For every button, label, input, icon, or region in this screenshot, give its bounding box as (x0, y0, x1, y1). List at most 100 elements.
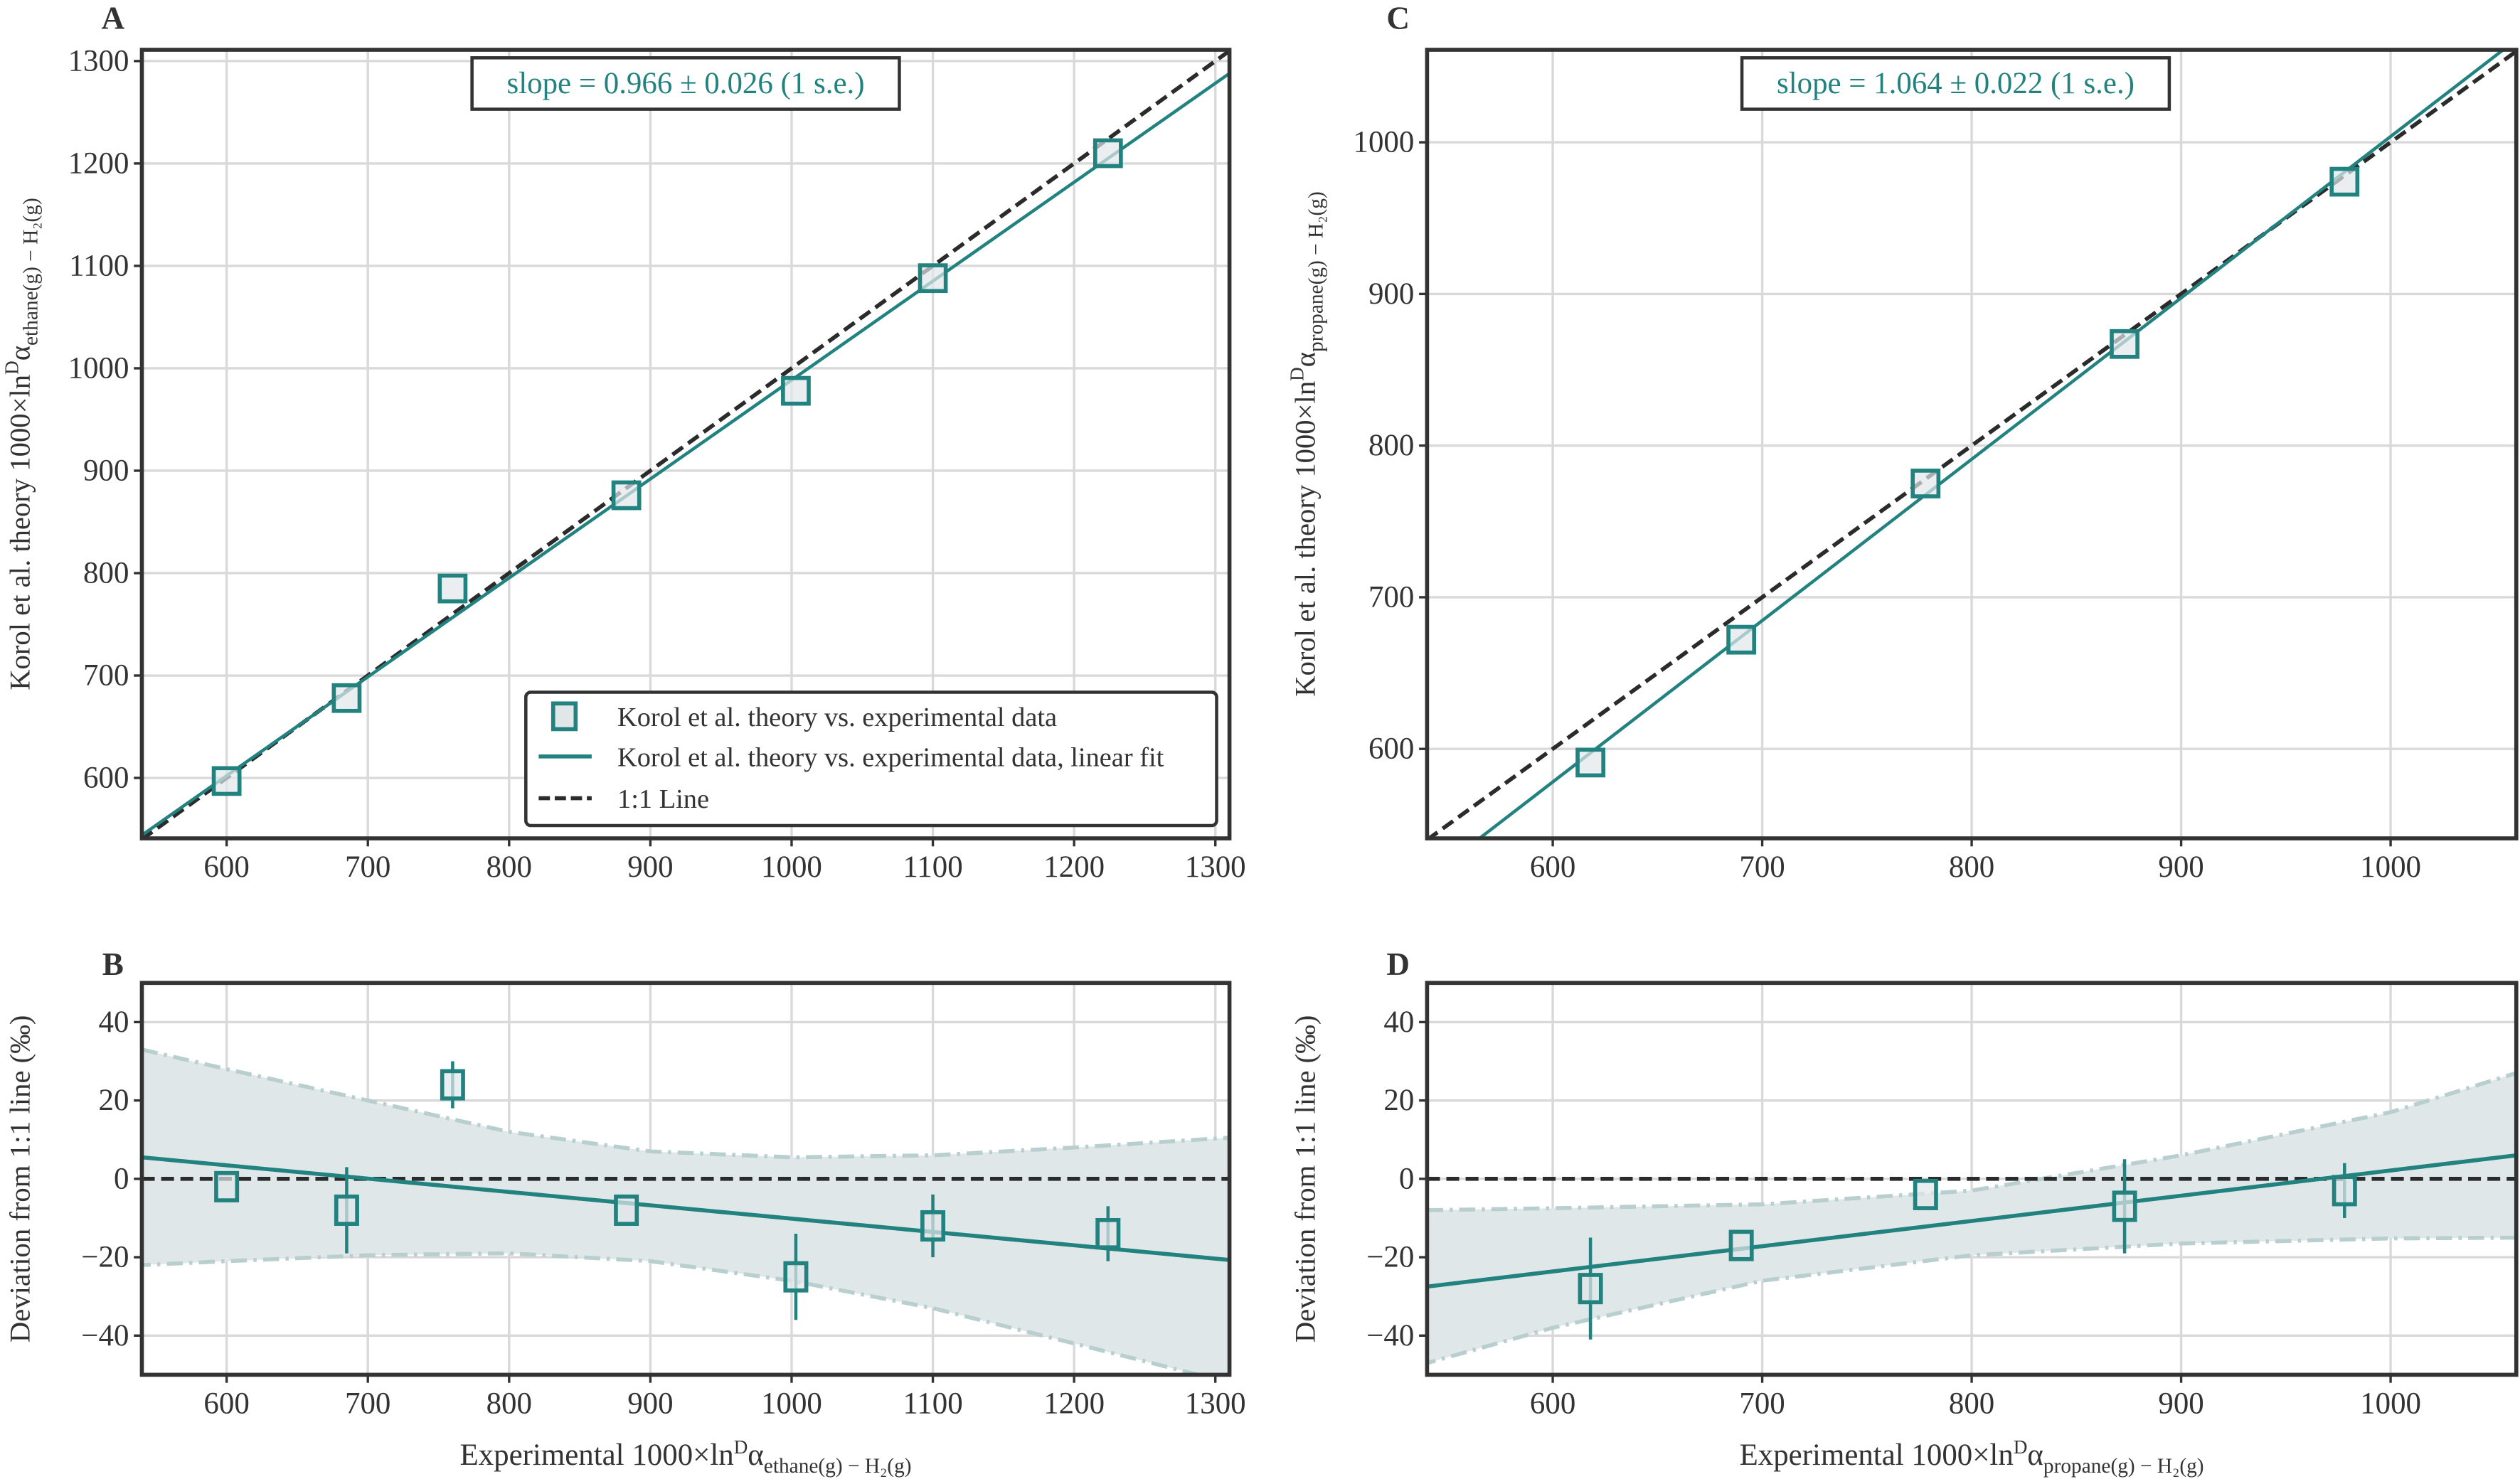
legend-entry: Korol et al. theory vs. experimental dat… (617, 703, 1057, 732)
y-tick-label: 900 (1368, 277, 1414, 311)
y-tick-label: 40 (1383, 1005, 1414, 1039)
x-tick-label: 900 (2158, 850, 2203, 884)
confidence-band-lower (1427, 1235, 2516, 1365)
y-axis-label-main: Deviation from 1:1 line (‰) (1289, 1015, 1321, 1342)
plot-area (142, 983, 1230, 1375)
data-point (920, 1210, 946, 1242)
y-tick-label: 600 (1368, 732, 1414, 766)
x-tick-label: 1000 (761, 850, 822, 884)
data-point (2332, 1175, 2357, 1207)
x-tick-label: 700 (345, 1387, 390, 1421)
y-axis-label-sup: D (1, 361, 23, 375)
y-tick-label: 1000 (68, 351, 129, 385)
data-point (1578, 1273, 1603, 1305)
y-tick-label: 900 (83, 454, 129, 488)
data-point (1095, 1217, 1121, 1250)
y-tick-label: 1300 (68, 44, 129, 78)
confidence-band-upper (1427, 1071, 2516, 1212)
y-tick-label: 20 (1383, 1084, 1414, 1117)
x-tick-label: 1100 (903, 850, 962, 884)
plot-area (142, 50, 1230, 839)
slope-annotation: slope = 0.966 ± 0.026 (1 s.e.) (507, 67, 865, 100)
x-axis-label-sup: D (734, 1436, 748, 1458)
plot-area (1427, 983, 2516, 1375)
data-point (1575, 747, 1605, 778)
plot-area (1427, 50, 2516, 839)
legend-entry: 1:1 Line (617, 784, 709, 814)
panel-a: 600 700 800 900 1000 1100 1200 1300 600 700 800 900… (1, 1, 1246, 885)
x-axis-label-sub: ethane(g) − H₂(g) (764, 1455, 912, 1478)
x-tick-label: 1200 (1043, 850, 1105, 884)
data-point (211, 766, 242, 796)
panel-label: C (1386, 1, 1410, 36)
y-tick-label: 20 (98, 1084, 129, 1117)
data-point (437, 573, 468, 604)
x-tick-label: 900 (2158, 1387, 2203, 1421)
y-axis-label-alpha: α (4, 346, 36, 361)
confidence-band (142, 1049, 1230, 1375)
panel-c: 600 700 800 900 1000 600 700 800 900 1000 C Korol e… (1286, 1, 2519, 884)
x-axis-label: Experimental 1000×lnDαpropane(g) − H₂(g) (1740, 1436, 2204, 1478)
x-tick-label: 700 (345, 850, 390, 884)
legend: Korol et al. theory vs. experimental dat… (524, 690, 1218, 828)
slope-annotation-box (470, 56, 901, 111)
y-axis-label: Korol et al. theory 1000×lnDαethane(g) −… (1, 198, 43, 690)
data-point (1910, 469, 1941, 498)
data-point (2329, 166, 2360, 197)
x-tick-label: 600 (1530, 1387, 1575, 1421)
y-axis-label: Korol et al. theory 1000×lnDαpropane(g) … (1286, 191, 1327, 697)
x-tick-label: 1300 (1185, 850, 1246, 884)
legend-box (524, 690, 1218, 828)
y-tick-label: 1200 (68, 146, 129, 180)
fit-line (142, 72, 1230, 837)
panel-d: 600 700 800 900 1000 −40 −20 0 20 40 D Deviation fr… (1289, 946, 2519, 1478)
y-tick-label: 700 (83, 659, 129, 693)
data-point (1728, 1229, 1754, 1261)
y-tick-label: 700 (1368, 580, 1414, 614)
axes-frame (139, 48, 1232, 840)
y-tick-label: 800 (83, 557, 129, 590)
x-tick-label: 800 (487, 850, 532, 884)
y-axis-label-sub: propane(g) − H₂(g) (1305, 191, 1328, 352)
data-point (214, 1170, 240, 1202)
panel-b: 600 700 800 900 1000 1100 1200 1300 −40 −20 0 20 40 B… (4, 946, 1245, 1478)
x-axis-label-sup: D (2014, 1436, 2028, 1458)
slope-annotation: slope = 1.064 ± 0.022 (1 s.e.) (1777, 67, 2134, 100)
y-tick-label: 40 (98, 1005, 129, 1039)
x-axis-label-main: Experimental 1000×ln (1740, 1438, 2014, 1472)
x-tick-label: 1000 (761, 1387, 822, 1421)
x-tick-label: 800 (487, 1387, 532, 1421)
x-axis-label-main: Experimental 1000×ln (459, 1438, 733, 1472)
data-point (1092, 138, 1123, 169)
panel-label: B (102, 946, 124, 982)
data-point (2110, 329, 2139, 359)
panel-label: A (102, 1, 125, 36)
x-tick-label: 800 (1949, 850, 1994, 884)
y-tick-label: 600 (83, 762, 129, 795)
y-tick-label: 1100 (69, 249, 129, 282)
x-tick-label: 600 (203, 850, 249, 884)
panel-label: D (1386, 946, 1410, 982)
y-tick-label: 800 (1368, 429, 1414, 462)
data-point (614, 1194, 639, 1226)
y-tick-label: −20 (1366, 1241, 1414, 1274)
x-tick-label: 800 (1949, 1387, 1994, 1421)
data-point (1726, 624, 1757, 655)
x-tick-label: 900 (627, 1387, 673, 1421)
x-tick-label: 600 (203, 1387, 249, 1421)
y-axis-label-sub: ethane(g) − H₂(g) (20, 198, 43, 346)
y-tick-label: −40 (1366, 1319, 1414, 1352)
data-point (334, 1194, 359, 1226)
data-point (781, 375, 811, 406)
y-axis-label-main: Korol et al. theory 1000×ln (4, 375, 36, 690)
x-tick-label: 1300 (1185, 1387, 1246, 1421)
x-tick-label: 1200 (1043, 1387, 1105, 1421)
y-axis-label-sup: D (1286, 367, 1307, 381)
data-point (1913, 1178, 1938, 1210)
x-tick-label: 1000 (2360, 850, 2421, 884)
confidence-band-lower (142, 1251, 1207, 1375)
y-axis-label-main: Korol et al. theory 1000×ln (1289, 381, 1321, 697)
data-point (331, 683, 362, 713)
x-axis-label: Experimental 1000×lnDαethane(g) − H₂(g) (459, 1436, 911, 1478)
